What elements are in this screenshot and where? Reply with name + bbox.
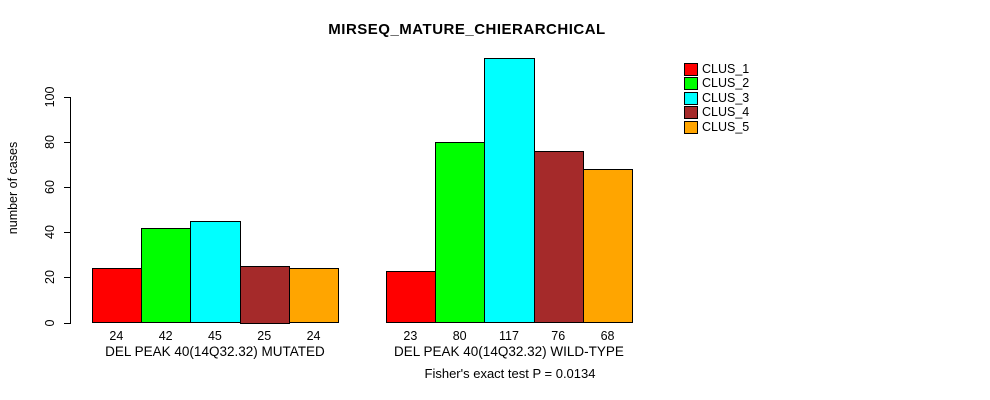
chart-title: MIRSEQ_MATURE_CHIERARCHICAL — [328, 21, 606, 38]
y-tick — [64, 232, 70, 234]
footnote-fisher-test: Fisher's exact test P = 0.0134 — [424, 366, 596, 381]
legend-label: CLUS_4 — [702, 105, 750, 120]
bar-value-label: 25 — [257, 328, 272, 343]
legend-swatch-CLUS_5 — [684, 120, 698, 134]
bar-CLUS_4 — [533, 150, 584, 324]
bar-value-label: 76 — [551, 328, 566, 343]
bar-CLUS_3 — [484, 58, 535, 324]
legend-swatch-CLUS_3 — [684, 91, 698, 105]
y-axis-line — [70, 96, 71, 324]
legend-label: CLUS_2 — [702, 76, 750, 91]
bar-value-label: 42 — [158, 328, 173, 343]
bar-value-label: 24 — [306, 328, 321, 343]
bar-CLUS_2 — [435, 141, 486, 324]
legend-label: CLUS_1 — [702, 62, 750, 76]
y-tick-label: 60 — [43, 179, 57, 194]
x-group-label: DEL PEAK 40(14Q32.32) WILD-TYPE — [394, 343, 624, 359]
y-tick — [64, 277, 70, 279]
bar-CLUS_5 — [582, 168, 634, 324]
bar-value-label: 80 — [452, 328, 467, 343]
bar-value-label: 23 — [403, 328, 418, 343]
y-axis-title: number of cases — [6, 141, 20, 235]
legend-label: CLUS_5 — [702, 119, 750, 134]
bar-value-label: 117 — [498, 328, 519, 343]
y-tick — [64, 186, 70, 188]
y-tick — [64, 96, 70, 98]
legend-label: CLUS_3 — [702, 90, 750, 105]
x-group-label: DEL PEAK 40(14Q32.32) MUTATED — [105, 343, 325, 359]
y-tick-label: 20 — [43, 270, 57, 285]
bar-value-label: 45 — [207, 328, 222, 343]
y-tick-label: 40 — [43, 225, 57, 240]
legend-swatch-CLUS_2 — [684, 77, 698, 91]
y-tick — [64, 141, 70, 143]
y-tick — [64, 322, 70, 324]
bar-CLUS_1 — [91, 268, 142, 324]
legend-swatch-CLUS_1 — [684, 63, 698, 76]
y-tick-label: 100 — [43, 86, 57, 107]
legend-swatch-CLUS_4 — [684, 106, 698, 120]
bar-value-label: 68 — [600, 328, 615, 343]
bar-CLUS_3 — [190, 220, 241, 324]
y-tick-label: 80 — [43, 134, 57, 149]
bar-CLUS_4 — [239, 266, 290, 324]
bar-CLUS_1 — [385, 270, 436, 324]
y-tick-label: 0 — [43, 319, 57, 326]
bar-CLUS_5 — [288, 268, 340, 324]
bar-value-label: 24 — [109, 328, 124, 343]
bar-CLUS_2 — [141, 227, 192, 324]
